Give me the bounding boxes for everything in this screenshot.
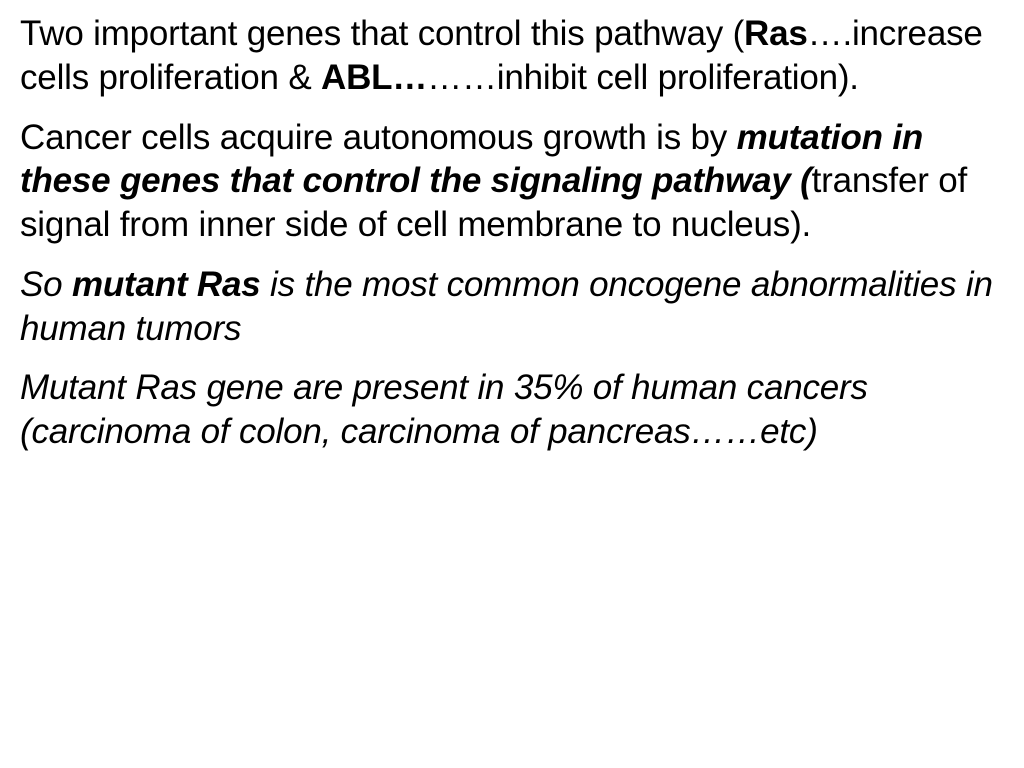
text-run: Mutant Ras gene are present in 35% of hu… — [20, 368, 868, 451]
gene-ras: Ras — [744, 14, 808, 53]
text-run: ……inhibit cell proliferation). — [427, 58, 859, 97]
text-run: Cancer cells acquire autonomous growth i… — [20, 118, 737, 157]
gene-abl: ABL… — [321, 58, 427, 97]
paragraph-1: Two important genes that control this pa… — [20, 12, 1004, 100]
slide-body: Two important genes that control this pa… — [0, 0, 1024, 768]
text-run: So — [20, 265, 72, 304]
paragraph-2: Cancer cells acquire autonomous growth i… — [20, 116, 1004, 247]
text-run: Two important genes that control this pa… — [20, 14, 744, 53]
paragraph-4: Mutant Ras gene are present in 35% of hu… — [20, 366, 1004, 454]
paragraph-3: So mutant Ras is the most common oncogen… — [20, 263, 1004, 351]
emphasis-mutant-ras: mutant Ras — [72, 265, 261, 304]
